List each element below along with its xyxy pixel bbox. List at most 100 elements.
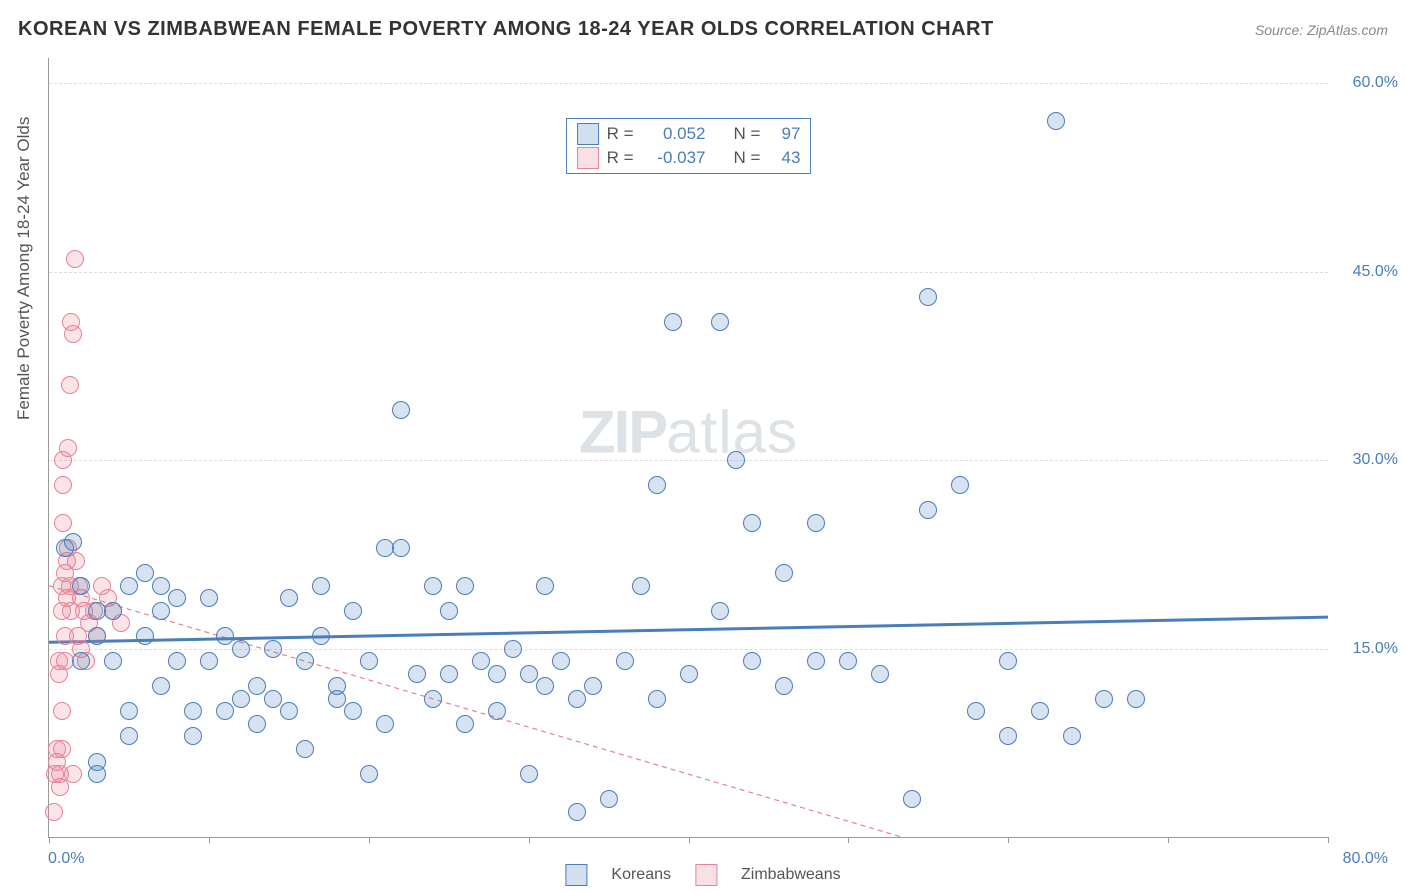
data-point [568,803,586,821]
data-point [632,577,650,595]
data-point [392,539,410,557]
data-point [66,250,84,268]
data-point [312,577,330,595]
data-point [248,677,266,695]
y-axis-label: Female Poverty Among 18-24 Year Olds [14,117,34,420]
data-point [424,577,442,595]
data-point [216,702,234,720]
source-label: Source: ZipAtlas.com [1255,22,1388,38]
data-point [520,665,538,683]
title-bar: KOREAN VS ZIMBABWEAN FEMALE POVERTY AMON… [18,18,1388,41]
y-tick-label: 45.0% [1338,263,1398,281]
data-point [424,690,442,708]
data-point [919,501,937,519]
data-point [248,715,266,733]
data-point [216,627,234,645]
data-point [807,514,825,532]
data-point [919,288,937,306]
trend-line [49,617,1328,642]
data-point [264,640,282,658]
data-point [328,677,346,695]
data-point [600,790,618,808]
data-point [61,376,79,394]
data-point [1127,690,1145,708]
data-point [456,715,474,733]
data-point [64,533,82,551]
data-point [648,476,666,494]
data-point [152,677,170,695]
data-point [775,677,793,695]
correlation-row-zimbabweans: R = -0.037 N = 43 [577,147,801,169]
data-point [280,589,298,607]
data-point [45,803,63,821]
data-point [120,702,138,720]
data-point [839,652,857,670]
data-point [871,665,889,683]
trend-line [49,586,1328,837]
data-point [64,765,82,783]
x-tick [529,837,530,843]
data-point [903,790,921,808]
data-point [664,313,682,331]
data-point [440,602,458,620]
data-point [120,727,138,745]
data-point [504,640,522,658]
data-point [616,652,634,670]
data-point [743,514,761,532]
correlation-legend: R = 0.052 N = 97 R = -0.037 N = 43 [566,118,812,174]
y-tick-label: 15.0% [1338,640,1398,658]
data-point [296,740,314,758]
data-point [568,690,586,708]
data-point [152,577,170,595]
data-point [360,652,378,670]
data-point [232,640,250,658]
data-point [136,564,154,582]
data-point [104,652,122,670]
data-point [536,677,554,695]
data-point [232,690,250,708]
gridline [49,83,1328,84]
data-point [344,702,362,720]
r-label: R = [607,148,634,168]
data-point [408,665,426,683]
data-point [184,702,202,720]
data-point [120,577,138,595]
n-label: N = [734,124,761,144]
data-point [743,652,761,670]
data-point [72,652,90,670]
data-point [392,401,410,419]
data-point [200,589,218,607]
data-point [168,652,186,670]
data-point [264,690,282,708]
series-legend: Koreans Zimbabweans [565,864,840,886]
data-point [296,652,314,670]
data-point [360,765,378,783]
data-point [440,665,458,683]
data-point [280,702,298,720]
data-point [59,439,77,457]
data-point [488,665,506,683]
data-point [1047,112,1065,130]
x-min-label: 0.0% [48,850,84,868]
scatter-plot: ZIPatlas R = 0.052 N = 97 R = -0.037 N =… [48,58,1328,838]
data-point [472,652,490,670]
data-point [152,602,170,620]
x-tick [1328,837,1329,843]
data-point [72,577,90,595]
data-point [184,727,202,745]
data-point [584,677,602,695]
data-point [53,740,71,758]
data-point [104,602,122,620]
data-point [54,514,72,532]
r-value: 0.052 [642,124,706,144]
data-point [1095,690,1113,708]
data-point [680,665,698,683]
gridline [49,272,1328,273]
data-point [88,765,106,783]
watermark-bold: ZIP [579,398,666,465]
data-point [1063,727,1081,745]
data-point [951,476,969,494]
n-value: 97 [768,124,800,144]
data-point [200,652,218,670]
n-label: N = [734,148,761,168]
